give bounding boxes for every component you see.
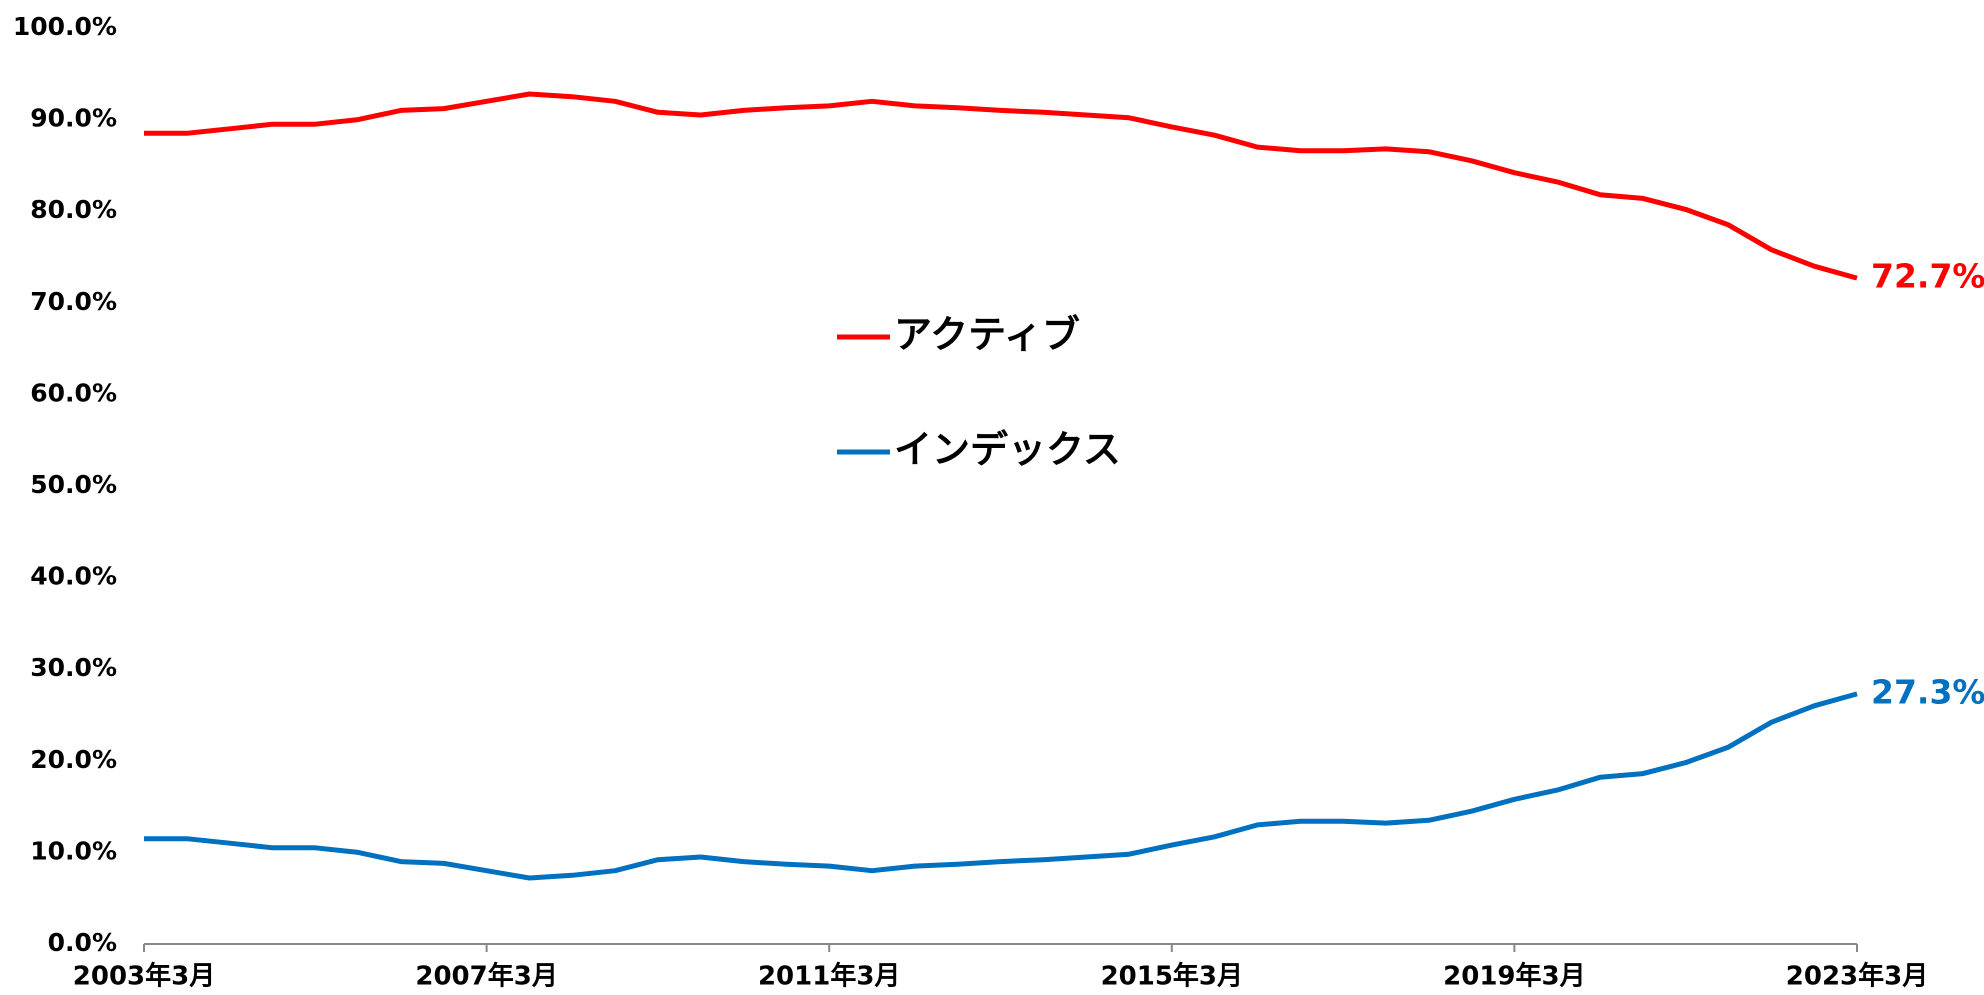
legend-label: アクティブ — [894, 313, 1080, 357]
legend-label: インデックス — [894, 428, 1121, 472]
x-tick-label: 2011年3月 — [758, 961, 900, 992]
series-line — [144, 91, 1858, 281]
series-line — [144, 691, 1858, 881]
y-tick-label: 60.0% — [30, 378, 117, 407]
x-tick-label: 2007年3月 — [415, 961, 557, 992]
y-tick-label: 0.0% — [48, 928, 117, 957]
y-tick-label: 10.0% — [30, 836, 117, 865]
y-tick-label: 30.0% — [30, 653, 117, 682]
data-label: 72.7% — [1871, 257, 1984, 296]
y-tick-label: 40.0% — [30, 562, 117, 591]
y-tick-label: 70.0% — [30, 287, 117, 316]
y-tick-label: 80.0% — [30, 195, 117, 224]
x-tick-label: 2019年3月 — [1443, 961, 1585, 992]
y-tick-label: 20.0% — [30, 745, 117, 774]
x-tick-label: 2003年3月 — [73, 961, 215, 992]
y-tick-label: 100.0% — [13, 12, 117, 41]
y-tick-label: 90.0% — [30, 104, 117, 133]
x-tick-label: 2015年3月 — [1101, 961, 1243, 992]
data-label: 27.3% — [1871, 672, 1984, 711]
y-tick-label: 50.0% — [30, 470, 117, 499]
x-tick-label: 2023年3月 — [1786, 961, 1928, 992]
